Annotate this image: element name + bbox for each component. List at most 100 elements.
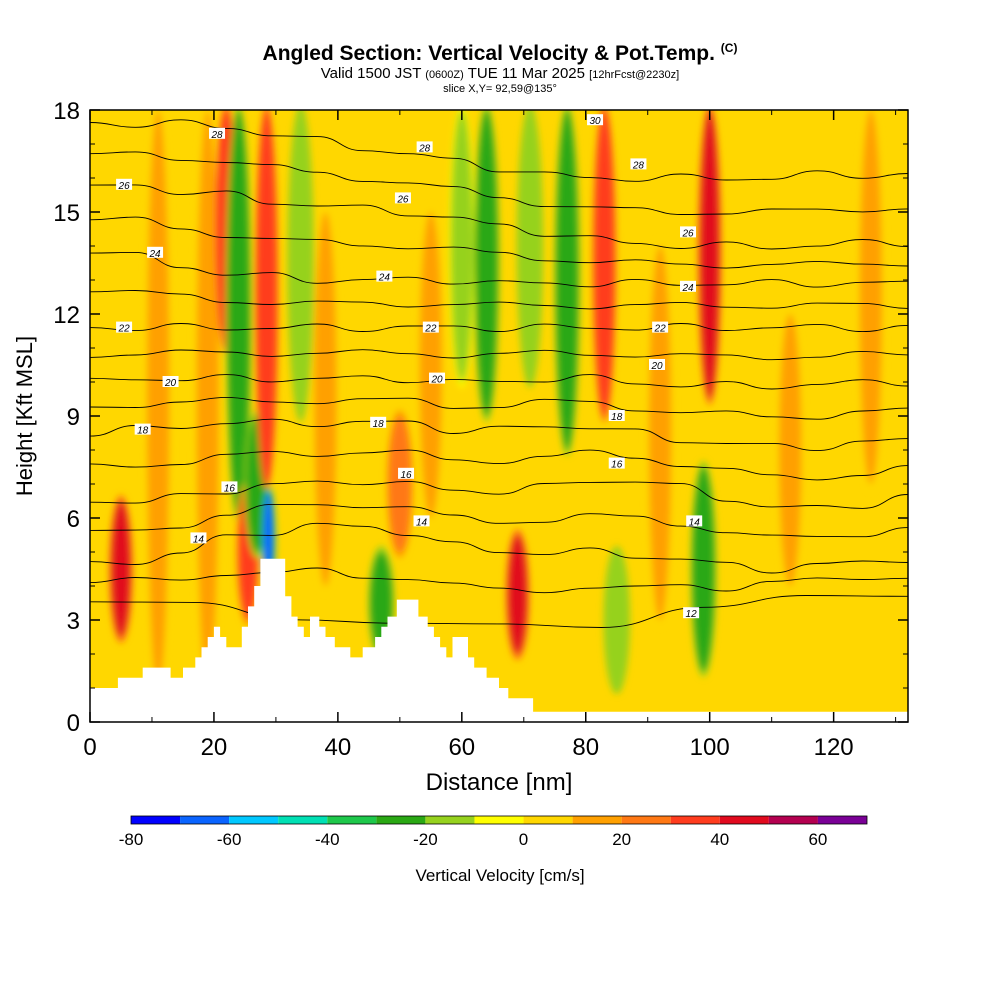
colorbar-swatch: [768, 816, 818, 824]
contour-label: 26: [681, 228, 694, 239]
x-tick-label: 40: [325, 734, 352, 761]
colorbar-frame: [130, 815, 868, 825]
theta-contour-line: [90, 323, 908, 333]
colorbar-tick-label: 60: [808, 830, 827, 849]
contour-label-box: [376, 270, 393, 282]
y-tick-label: 18: [53, 98, 80, 125]
copyright-mark: (C): [720, 41, 738, 55]
contour-label-box: [116, 321, 133, 333]
contour-label-box: [652, 321, 669, 333]
contour-label: 28: [418, 143, 431, 154]
colorbar-tick-label: -60: [217, 830, 242, 849]
colorbar-swatch: [229, 816, 279, 824]
velocity-feature: [556, 110, 579, 450]
contour-label: 24: [378, 273, 391, 284]
contour-label: 18: [137, 426, 149, 437]
x-tick-label: 60: [448, 734, 475, 761]
contour-label: 18: [611, 412, 623, 423]
y-tick-label: 6: [67, 506, 80, 533]
velocity-feature: [289, 110, 312, 416]
contour-label-box: [190, 532, 207, 544]
theta-contour-line: [90, 251, 908, 288]
theta-contour-line: [90, 418, 908, 452]
terrain-mask: [90, 558, 908, 722]
theta-contour-line: [90, 567, 908, 594]
contour-label: 26: [118, 181, 131, 192]
contour-label-box: [683, 607, 700, 619]
velocity-feature: [859, 110, 882, 484]
y-axis-label: Height [Kft MSL]: [12, 336, 37, 496]
colorbar-tick-label: 0: [519, 830, 528, 849]
colorbar-swatch: [523, 816, 573, 824]
velocity-field: [90, 110, 908, 722]
colorbar-swatch: [572, 816, 622, 824]
velocity-feature: [388, 416, 412, 552]
contour-label: 18: [373, 419, 385, 430]
chart-subtitle: Valid 1500 JST (0600Z) TUE 11 Mar 2025 […: [320, 65, 680, 82]
axes: 0 20 40 60 80 100 120 0 3 6 9 12 15 18: [53, 98, 908, 761]
theta-contour-line: [90, 374, 908, 390]
contour-label-box: [398, 467, 415, 479]
colorbar-tick-label: 40: [710, 830, 729, 849]
contour-label-box: [416, 141, 433, 153]
contour-label: 20: [164, 378, 177, 389]
contour-label: 12: [686, 609, 698, 620]
theta-contour-line: [90, 449, 908, 481]
y-tick-label: 3: [67, 608, 80, 635]
contour-label-box: [680, 226, 697, 238]
colorbar-swatch: [278, 816, 328, 824]
colorbar-swatch: [376, 816, 426, 824]
theta-contour-line: [90, 480, 908, 509]
y-tick-label: 9: [67, 404, 80, 431]
contour-label: 20: [650, 361, 663, 372]
chart-title: Angled Section: Vertical Velocity & Pot.…: [262, 41, 738, 65]
colorbar-tick-label: -20: [413, 830, 438, 849]
contour-label-box: [680, 280, 697, 292]
colorbar-swatch: [621, 816, 671, 824]
contour-label-box: [422, 321, 439, 333]
contour-label: 30: [589, 116, 601, 127]
contour-label-box: [630, 158, 647, 170]
colorbar-swatch: [425, 816, 475, 824]
x-tick-label: 120: [814, 734, 854, 761]
contour-label-box: [587, 114, 604, 126]
theta-contour-line: [90, 595, 908, 628]
contour-label: 24: [149, 249, 162, 260]
chart-slice-info: slice X,Y= 92,59@135°: [443, 83, 557, 95]
colorbar-tick-label: -40: [315, 830, 340, 849]
contour-label-box: [209, 127, 226, 139]
contour-label: 16: [224, 483, 236, 494]
y-tick-label: 15: [53, 200, 80, 227]
velocity-feature: [314, 212, 337, 586]
colorbar-swatch: [327, 816, 377, 824]
contour-label: 28: [632, 160, 645, 171]
contour-label: 14: [689, 517, 701, 528]
theta-contour-line: [90, 216, 908, 269]
velocity-feature: [648, 246, 672, 620]
velocity-feature: [699, 110, 720, 399]
velocity-feature: [594, 110, 615, 416]
contour-label: 28: [210, 130, 223, 141]
x-tick-label: 0: [83, 734, 96, 761]
colorbar-swatch: [474, 816, 524, 824]
x-axis-label: Distance [nm]: [426, 769, 573, 796]
contour-label: 16: [400, 470, 412, 481]
contour-label: 14: [416, 517, 428, 528]
velocity-feature: [475, 110, 498, 416]
velocity-feature: [111, 501, 131, 637]
contour-label-box: [429, 372, 446, 384]
velocity-feature: [605, 552, 628, 688]
theta-contour-line: [90, 184, 908, 250]
theta-contours: [90, 119, 908, 628]
contour-label-box: [221, 481, 238, 493]
velocity-feature: [450, 110, 473, 382]
contour-label: 24: [681, 283, 694, 294]
contour-label: 20: [430, 375, 443, 386]
theta-contour-line: [90, 522, 908, 574]
terrain: [90, 558, 908, 722]
x-tick-label: 20: [201, 734, 228, 761]
colorbar-swatch: [817, 816, 867, 824]
contour-label: 26: [396, 194, 409, 205]
theta-contour-line: [90, 503, 908, 538]
